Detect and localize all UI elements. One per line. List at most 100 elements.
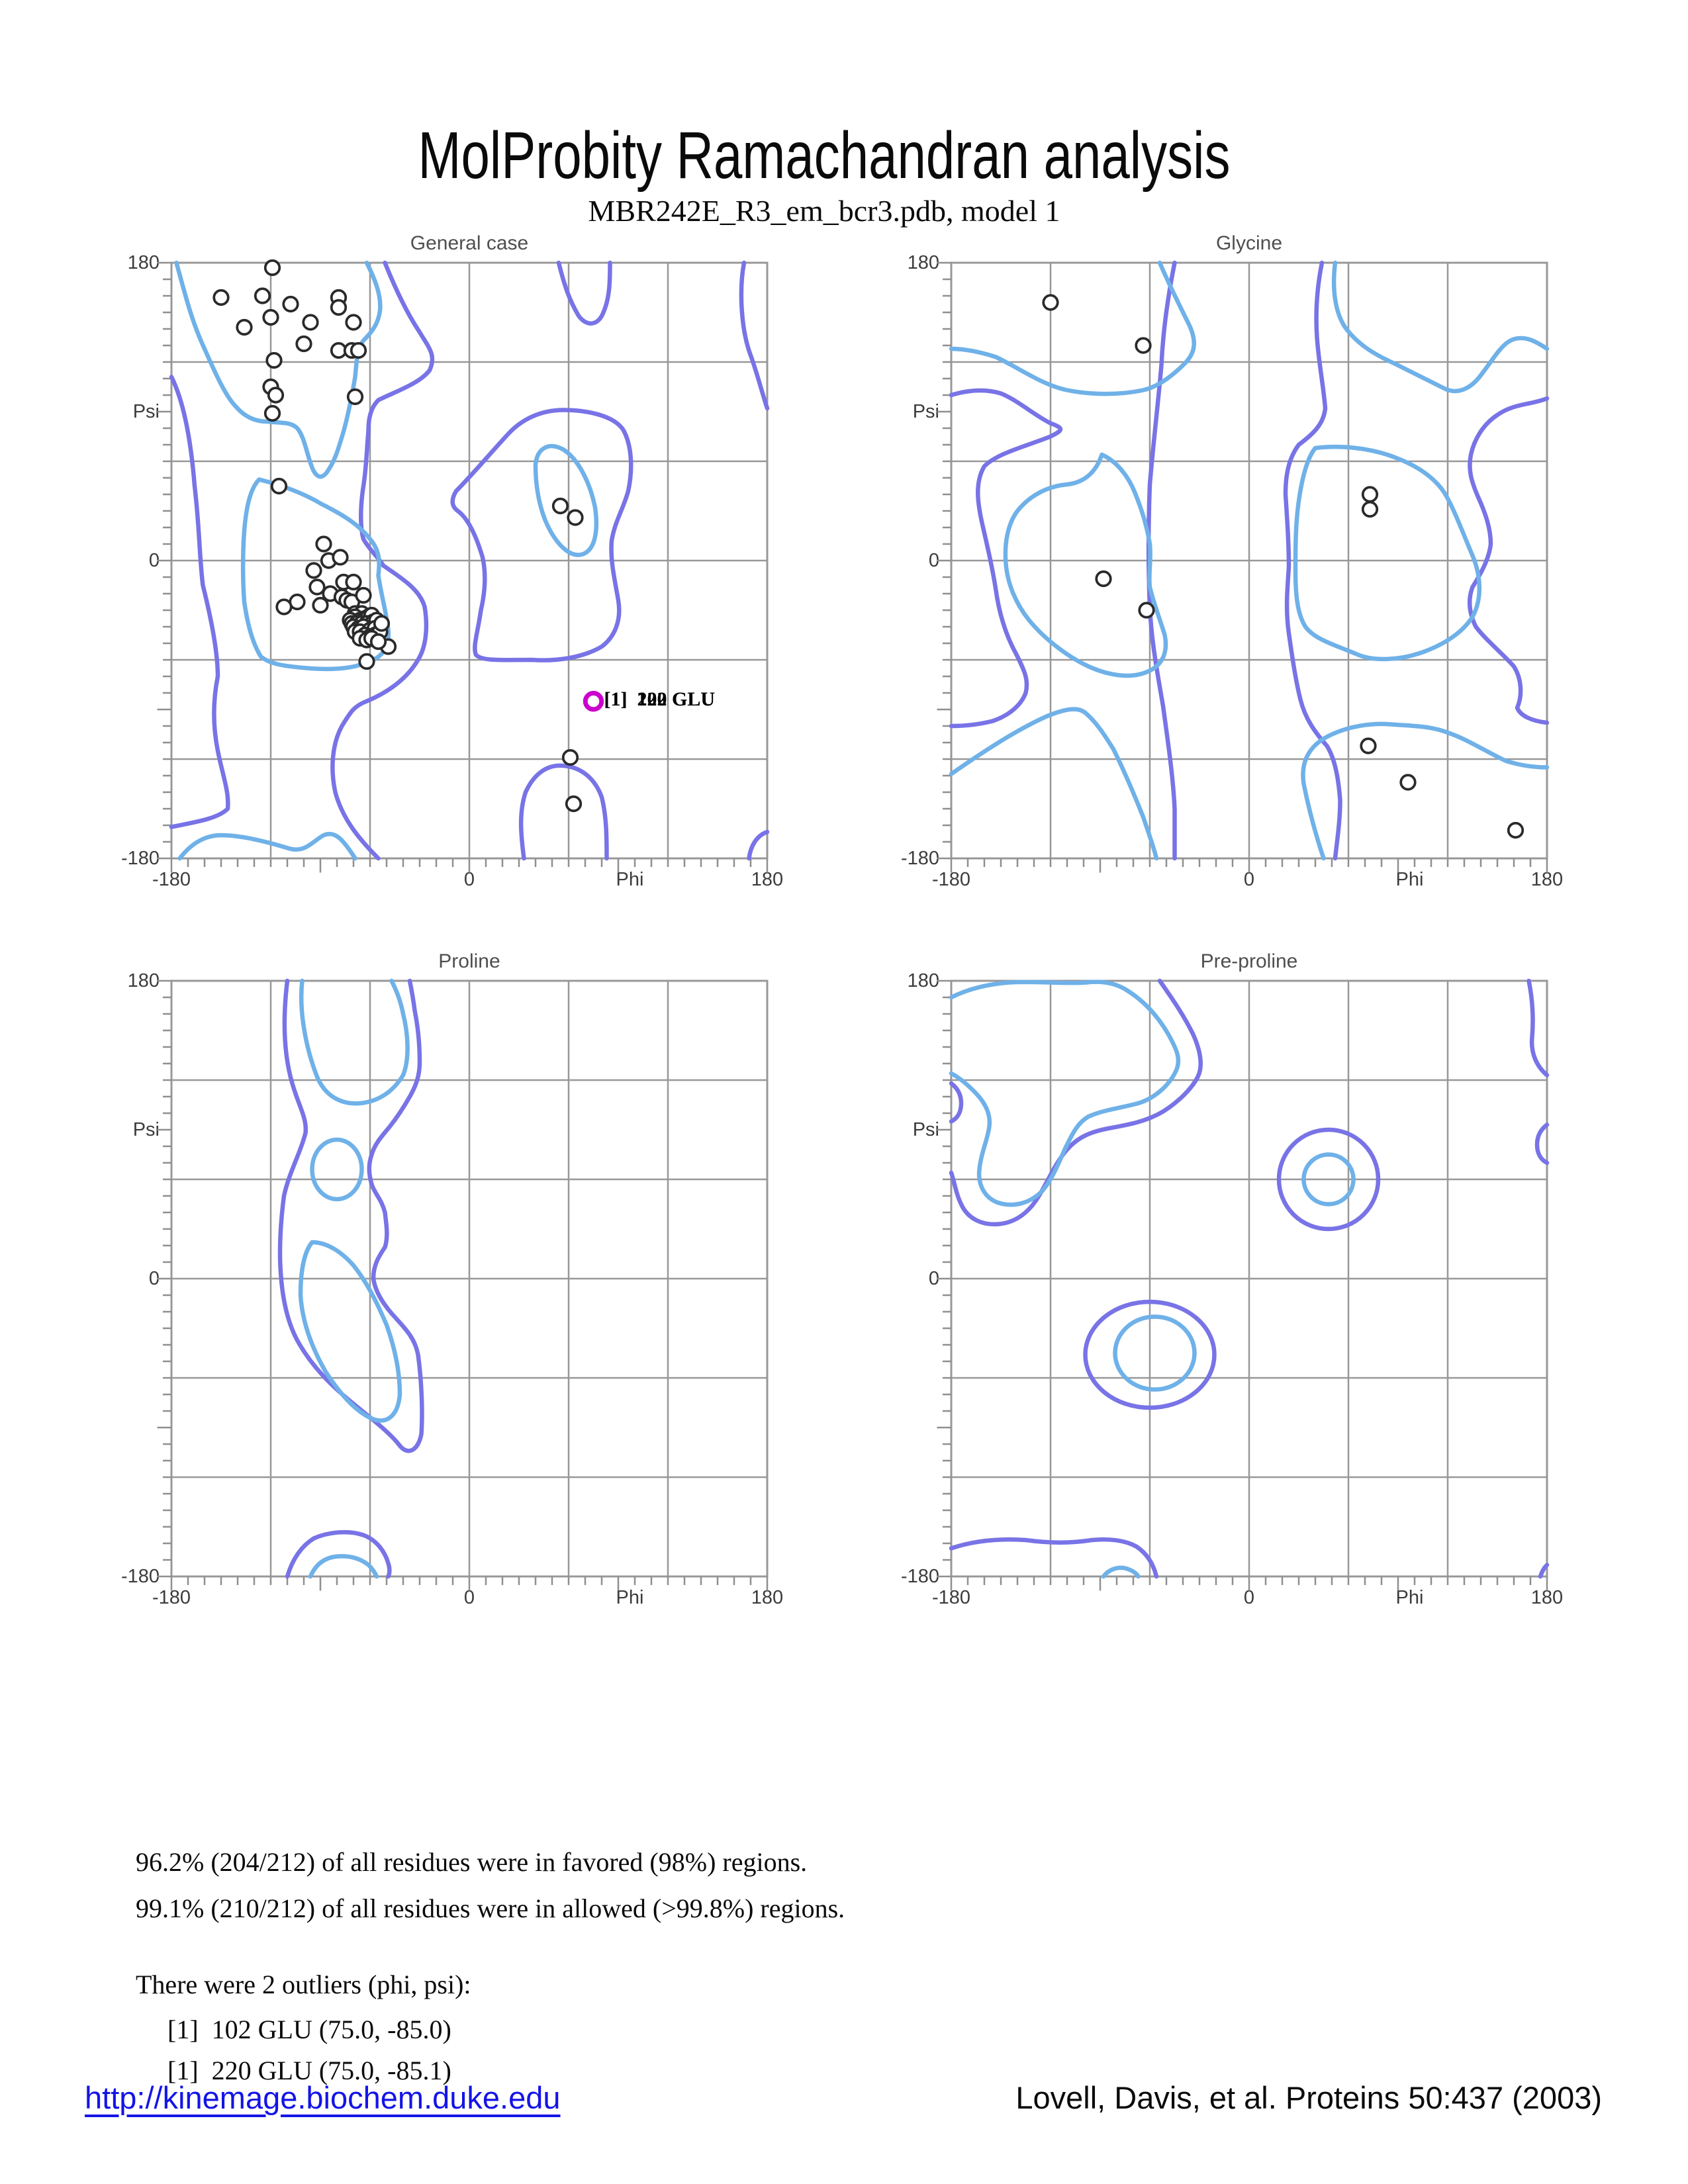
outlier-line-1: [1] 102 GLU (75.0, -85.0) xyxy=(167,2015,451,2044)
plot-proline: Proline 180 Psi 0 -180 -180 0 Phi 180 xyxy=(121,950,783,1608)
residue-point xyxy=(332,549,349,566)
x-axis-label: 0 xyxy=(463,869,475,890)
residue-point xyxy=(295,335,312,353)
page-subtitle: MBR242E_R3_em_bcr3.pdb, model 1 xyxy=(588,194,1060,228)
x-axis-label: Phi xyxy=(616,869,644,890)
favored-contour xyxy=(177,831,357,861)
x-axis-label: Phi xyxy=(1395,1587,1424,1608)
residue-point xyxy=(275,598,293,615)
allowed-contour xyxy=(518,763,609,861)
residue-point xyxy=(302,314,319,331)
y-axis-label: 0 xyxy=(148,550,160,571)
residue-point xyxy=(330,298,348,316)
allowed-contour xyxy=(747,829,770,861)
residue-point xyxy=(565,795,583,813)
plot-canvas xyxy=(937,978,1550,1591)
residue-point xyxy=(346,388,364,406)
stats-allowed-line: 99.1% (210/212) of all residues were in … xyxy=(136,1893,845,1923)
plot-glycine: Glycine 180 Psi 0 -180 -180 0 Phi 180 xyxy=(901,232,1563,890)
plot-canvas xyxy=(937,260,1550,873)
y-axis-label: -180 xyxy=(120,1566,160,1587)
allowed-contour xyxy=(169,375,230,829)
y-axis-label: 0 xyxy=(148,1268,160,1289)
allowed-contour xyxy=(556,260,612,326)
residue-point xyxy=(1135,337,1152,354)
x-axis-label: Phi xyxy=(1395,869,1424,890)
residue-point xyxy=(263,259,281,277)
favored-contour xyxy=(1331,260,1550,394)
residue-point xyxy=(212,289,230,306)
residue-point xyxy=(262,308,279,326)
y-axis-label: 0 xyxy=(928,1268,939,1289)
favored-contour xyxy=(1301,1152,1356,1206)
allowed-contour xyxy=(1534,1122,1550,1165)
allowed-contour xyxy=(949,1537,1159,1579)
favored-contour xyxy=(533,443,599,557)
favored-contour xyxy=(308,1554,379,1579)
favored-contour xyxy=(310,1137,364,1202)
allowed-contour xyxy=(1283,260,1342,861)
x-axis-label: 0 xyxy=(1243,1587,1255,1608)
residue-point xyxy=(282,295,299,313)
axis-ticks xyxy=(157,979,769,1591)
outlier-point xyxy=(583,691,604,712)
favored-contour xyxy=(949,707,1159,861)
residue-point xyxy=(263,404,281,422)
axis-ticks xyxy=(157,261,769,873)
favored-contour xyxy=(949,260,1196,396)
x-axis-label: 0 xyxy=(1243,869,1255,890)
favored-contour xyxy=(949,979,1181,1207)
residue-point xyxy=(1360,737,1377,754)
residue-point xyxy=(254,287,271,304)
plot-canvas xyxy=(157,978,769,1591)
residue-point xyxy=(270,477,288,495)
residue-point xyxy=(315,535,332,553)
allowed-contour xyxy=(1276,1127,1381,1232)
residue-point xyxy=(1361,486,1379,503)
favored-contour xyxy=(1113,1314,1197,1392)
stats-favored-line: 96.2% (204/212) of all residues were in … xyxy=(136,1847,808,1877)
ramachandran-plot-svg xyxy=(157,259,770,873)
residue-point xyxy=(1095,570,1112,588)
axis-ticks xyxy=(937,261,1548,873)
kinemage-link[interactable]: http://kinemage.biochem.duke.edu xyxy=(85,2080,561,2115)
favored-contour xyxy=(298,1240,402,1423)
residue-points xyxy=(212,259,584,813)
plot-pre-proline: Pre-proline 180 Psi 0 -180 -180 0 Phi 180 xyxy=(901,950,1563,1608)
y-axis-label: -180 xyxy=(120,848,160,869)
favored-contour xyxy=(299,978,410,1106)
ramachandran-plot-svg xyxy=(937,978,1550,1591)
outlier-label: [1] 102 GLU xyxy=(604,688,716,710)
favored-contour xyxy=(1301,721,1550,861)
residue-point xyxy=(561,749,579,766)
y-axis-label: -180 xyxy=(900,848,939,869)
x-axis-label: 0 xyxy=(463,1587,475,1608)
y-axis-label: -180 xyxy=(900,1566,939,1587)
plot-canvas xyxy=(157,259,770,873)
page-title: MolProbity Ramachandran analysis xyxy=(418,118,1231,193)
residue-point xyxy=(1042,294,1059,311)
allowed-contour xyxy=(949,388,1063,729)
y-axis-label: 180 xyxy=(127,252,160,273)
axis-ticks xyxy=(937,979,1548,1591)
residue-point xyxy=(308,578,326,596)
residue-point xyxy=(1361,500,1379,518)
allowed-contour xyxy=(285,1529,392,1579)
y-axis-label: 180 xyxy=(127,970,160,991)
allowed-contour xyxy=(1467,396,1550,725)
allowed-contour xyxy=(1083,1299,1217,1410)
allowed-contour xyxy=(1526,978,1550,1077)
favored-contour xyxy=(1003,452,1168,678)
outlier-line-2: [1] 220 GLU (75.0, -85.1) xyxy=(167,2056,451,2085)
residue-point xyxy=(369,633,387,651)
y-axis-label: Psi xyxy=(912,1119,939,1140)
residue-point xyxy=(358,653,375,670)
y-axis-label: Psi xyxy=(132,401,160,422)
residue-point xyxy=(312,596,329,614)
allowed-contour xyxy=(1538,1563,1550,1579)
residue-point xyxy=(350,341,367,359)
grid-lines xyxy=(171,263,767,858)
ramachandran-plot-svg xyxy=(157,978,769,1591)
plot-general-case: General case 180 Psi 0 -180 -180 0 Phi 180 [1] 10… xyxy=(121,232,783,890)
residue-point xyxy=(305,562,322,579)
